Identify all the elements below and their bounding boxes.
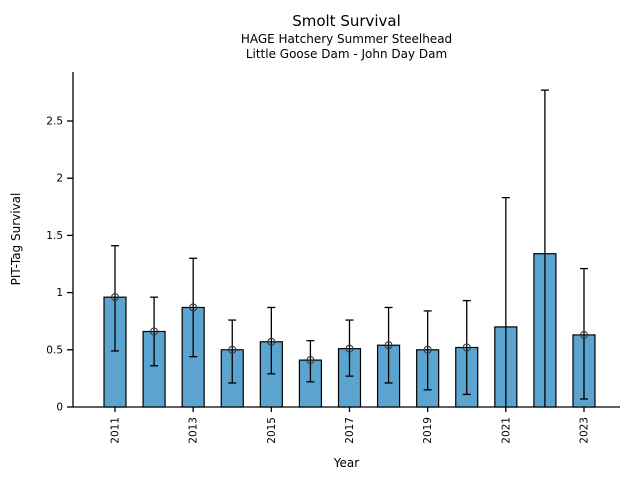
point-marker-2019 bbox=[423, 345, 432, 354]
y-tick-label: 0.5 bbox=[46, 344, 63, 356]
point-marker-2011 bbox=[110, 293, 120, 302]
y-tick-label: 1.5 bbox=[46, 230, 63, 242]
point-marker-2015 bbox=[267, 337, 276, 346]
x-axis-label: Year bbox=[333, 456, 360, 470]
y-tick-label: 2 bbox=[56, 173, 63, 185]
point-marker-2014 bbox=[228, 345, 237, 354]
point-marker-2016 bbox=[306, 356, 315, 365]
point-marker-2023 bbox=[579, 330, 589, 339]
point-marker-2018 bbox=[384, 341, 393, 350]
x-tick-label: 2017 bbox=[344, 417, 356, 444]
x-tick-label: 2015 bbox=[266, 417, 278, 444]
x-tick-label: 2013 bbox=[188, 417, 200, 444]
x-tick-label: 2023 bbox=[578, 417, 590, 444]
point-marker-2012 bbox=[150, 327, 159, 336]
x-tick-label: 2021 bbox=[500, 417, 512, 444]
point-marker-2020 bbox=[462, 343, 471, 352]
y-tick-label: 0 bbox=[56, 402, 63, 414]
x-tick-label: 2019 bbox=[422, 417, 434, 444]
x-tick-label: 2011 bbox=[110, 417, 122, 444]
y-tick-label: 2.5 bbox=[46, 116, 63, 128]
chart-title: Smolt Survival bbox=[292, 12, 401, 30]
point-marker-2013 bbox=[189, 303, 198, 312]
y-tick-label: 1 bbox=[56, 287, 63, 299]
chart-subtitle-line1: HAGE Hatchery Summer Steelhead bbox=[240, 32, 453, 46]
point-marker-2017 bbox=[345, 344, 354, 353]
chart-subtitle-line2: Little Goose Dam - John Day Dam bbox=[245, 47, 448, 61]
